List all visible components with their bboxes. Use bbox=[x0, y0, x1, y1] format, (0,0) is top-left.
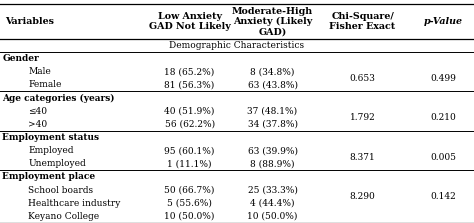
Text: 8 (88.9%): 8 (88.9%) bbox=[250, 159, 295, 168]
Text: ≤40: ≤40 bbox=[28, 107, 47, 116]
Text: 0.499: 0.499 bbox=[430, 74, 456, 83]
Text: 63 (43.8%): 63 (43.8%) bbox=[247, 80, 298, 89]
Text: Moderate-High
Anxiety (Likely
GAD): Moderate-High Anxiety (Likely GAD) bbox=[232, 7, 313, 37]
Text: Male: Male bbox=[28, 67, 51, 76]
Text: Gender: Gender bbox=[2, 54, 39, 63]
Text: 18 (65.2%): 18 (65.2%) bbox=[164, 67, 215, 76]
Text: 34 (37.8%): 34 (37.8%) bbox=[247, 120, 298, 129]
Text: 10 (50.0%): 10 (50.0%) bbox=[247, 212, 298, 221]
Text: 4 (44.4%): 4 (44.4%) bbox=[250, 199, 295, 208]
Text: >40: >40 bbox=[28, 120, 47, 129]
Text: 10 (50.0%): 10 (50.0%) bbox=[164, 212, 215, 221]
Text: 1 (11.1%): 1 (11.1%) bbox=[167, 159, 212, 168]
Text: Employment place: Employment place bbox=[2, 172, 95, 182]
Text: 81 (56.3%): 81 (56.3%) bbox=[164, 80, 215, 89]
Text: 1.792: 1.792 bbox=[350, 113, 375, 122]
Text: Low Anxiety
GAD Not Likely: Low Anxiety GAD Not Likely bbox=[149, 12, 230, 31]
Text: 0.210: 0.210 bbox=[430, 113, 456, 122]
Text: Demographic Characteristics: Demographic Characteristics bbox=[169, 41, 305, 50]
Text: 37 (48.1%): 37 (48.1%) bbox=[247, 107, 298, 116]
Text: 50 (66.7%): 50 (66.7%) bbox=[164, 186, 215, 195]
Text: 63 (39.9%): 63 (39.9%) bbox=[247, 146, 298, 155]
Text: Female: Female bbox=[28, 80, 62, 89]
Text: 5 (55.6%): 5 (55.6%) bbox=[167, 199, 212, 208]
Text: 0.653: 0.653 bbox=[350, 74, 375, 83]
Text: 95 (60.1%): 95 (60.1%) bbox=[164, 146, 215, 155]
Text: 0.005: 0.005 bbox=[430, 153, 456, 162]
Text: School boards: School boards bbox=[28, 186, 93, 195]
Text: Employed: Employed bbox=[28, 146, 74, 155]
Text: 0.142: 0.142 bbox=[430, 192, 456, 201]
Text: 8.290: 8.290 bbox=[350, 192, 375, 201]
Text: 40 (51.9%): 40 (51.9%) bbox=[164, 107, 215, 116]
Text: Healthcare industry: Healthcare industry bbox=[28, 199, 121, 208]
Text: 8 (34.8%): 8 (34.8%) bbox=[250, 67, 295, 76]
Text: Chi-Square/
Fisher Exact: Chi-Square/ Fisher Exact bbox=[329, 12, 396, 31]
Text: 56 (62.2%): 56 (62.2%) bbox=[164, 120, 215, 129]
Text: 25 (33.3%): 25 (33.3%) bbox=[247, 186, 298, 195]
Text: Age categories (years): Age categories (years) bbox=[2, 93, 115, 103]
Text: Unemployed: Unemployed bbox=[28, 159, 86, 168]
Text: 8.371: 8.371 bbox=[350, 153, 375, 162]
Text: Employment status: Employment status bbox=[2, 133, 100, 142]
Text: Keyano College: Keyano College bbox=[28, 212, 100, 221]
Text: p-Value: p-Value bbox=[424, 17, 463, 26]
Text: Variables: Variables bbox=[5, 17, 54, 26]
